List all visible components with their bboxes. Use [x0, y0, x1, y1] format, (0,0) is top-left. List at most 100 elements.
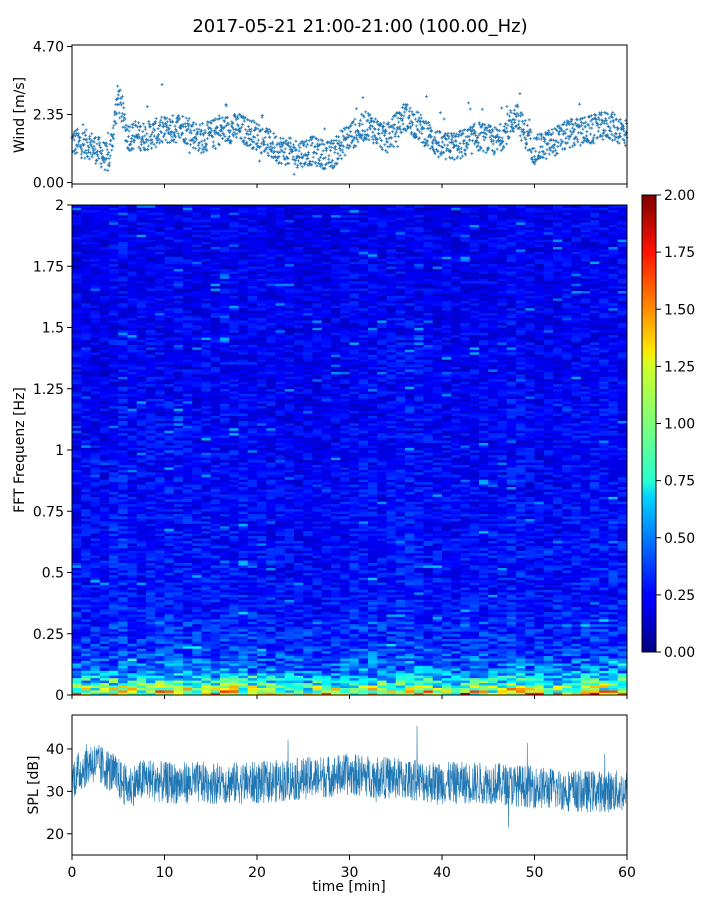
spectrogram-cell — [183, 548, 193, 551]
spectrogram-cell — [81, 364, 91, 367]
spectrogram-cell — [136, 496, 147, 500]
spectrogram-cell — [192, 401, 202, 404]
spectrogram-cell — [146, 268, 156, 272]
spectrogram-cell — [81, 280, 91, 284]
spectrogram-cell — [201, 374, 212, 377]
spectrogram-cell — [118, 560, 128, 563]
spectrogram-cell — [136, 386, 147, 390]
spectrogram-cell — [173, 464, 184, 468]
spectrogram-cell — [146, 658, 156, 661]
spectrogram-cell — [127, 263, 138, 267]
spectrogram-cell — [155, 361, 165, 365]
spectrogram-cell — [183, 450, 193, 453]
spectrogram-cell — [192, 329, 202, 333]
spectrogram-cell — [192, 352, 202, 355]
spectrogram-cell — [201, 212, 212, 216]
spectrogram-cell — [81, 334, 91, 338]
spectrogram-cell — [81, 491, 91, 495]
spectrogram-cell — [173, 447, 184, 451]
spectrogram-cell — [72, 207, 82, 211]
wind-point — [75, 144, 79, 148]
spectrogram-cell — [109, 584, 119, 588]
spectrogram-cell — [81, 450, 91, 453]
spectrogram-cell — [146, 469, 156, 473]
spectrogram-cell — [173, 638, 184, 642]
spectrogram-cell — [99, 239, 110, 243]
spectrogram-cell — [146, 212, 156, 216]
spectrogram-cell — [183, 690, 193, 693]
spectrogram-cell — [201, 499, 212, 502]
spectrogram-cell — [99, 592, 110, 595]
spectrogram-cell — [90, 352, 101, 355]
spectrogram-cell — [72, 427, 82, 431]
spectrogram-cell — [72, 457, 82, 461]
spectrogram-cell — [201, 626, 212, 630]
spectrogram-cell — [210, 680, 221, 684]
wind-point — [89, 142, 93, 146]
spectrogram-cell — [81, 325, 91, 328]
spectrogram-cell — [109, 212, 119, 216]
spectrogram-cell — [201, 354, 212, 358]
spectrogram-cell — [90, 494, 101, 497]
spectrogram-cell — [72, 525, 82, 529]
spectrogram-cell — [173, 317, 184, 321]
spectrogram-cell — [183, 560, 193, 563]
spectrogram-cell — [146, 506, 156, 510]
wind-point — [106, 168, 110, 172]
spectrogram-cell — [99, 687, 110, 691]
spectrogram-cell — [127, 670, 138, 674]
spectrogram-cell — [127, 401, 138, 404]
spectrogram-cell — [146, 609, 156, 612]
spectrogram-cell — [81, 217, 91, 220]
spectrogram-cell — [99, 288, 110, 292]
wind-point — [108, 161, 112, 165]
spectrogram-cell — [136, 359, 147, 363]
spectrogram-cell — [210, 298, 221, 301]
wind-point — [120, 119, 124, 123]
wind-point — [76, 134, 80, 138]
spectrogram-cell — [90, 675, 101, 679]
wind-point — [108, 142, 112, 146]
spectrogram-cell — [81, 611, 91, 615]
spectrogram-cell — [72, 675, 82, 679]
spectrogram-cell — [81, 352, 91, 355]
spectrogram-cell — [173, 305, 184, 309]
spectrogram-cell — [183, 479, 193, 483]
spectrogram-cell — [72, 249, 82, 252]
spectrogram-cell — [173, 648, 184, 652]
spectrogram-cell — [201, 403, 212, 407]
spectrogram-cell — [155, 378, 165, 382]
spectrogram-cell — [118, 278, 128, 282]
spectrogram-cell — [72, 435, 82, 439]
spectrogram-cell — [155, 283, 165, 287]
spectrogram-cell — [155, 207, 165, 211]
spectrogram-cell — [127, 293, 138, 296]
spectrogram-cell — [146, 371, 156, 375]
spectrogram-cell — [164, 322, 175, 326]
spectrogram-cell — [146, 606, 156, 610]
spectrogram-cell — [173, 271, 184, 274]
spectrogram-cell — [136, 227, 147, 230]
wind-point — [133, 120, 137, 124]
spectrogram-cell — [210, 582, 221, 586]
spectrogram-cell — [72, 334, 82, 338]
spectrogram-cell — [164, 479, 175, 483]
spectrogram-cell — [81, 293, 91, 296]
spectrogram-cell — [118, 621, 128, 625]
wind-point — [125, 127, 129, 131]
spectrogram-cell — [72, 594, 82, 598]
wind-point — [138, 125, 142, 129]
wind-point — [96, 154, 100, 158]
wind-point — [98, 150, 102, 154]
spectrogram-cell — [118, 298, 128, 301]
spectrogram-cell — [201, 322, 212, 326]
spectrogram-cell — [192, 322, 202, 326]
spectrogram-cell — [164, 212, 175, 216]
spectrogram-cell — [109, 469, 119, 473]
spectrogram-cell — [173, 587, 184, 590]
spectrogram-cell — [164, 567, 175, 571]
spectrogram-cell — [192, 418, 202, 421]
spectrogram-cell — [173, 506, 184, 510]
spectrogram-cell — [72, 467, 82, 470]
spectrogram-cell — [118, 388, 128, 392]
